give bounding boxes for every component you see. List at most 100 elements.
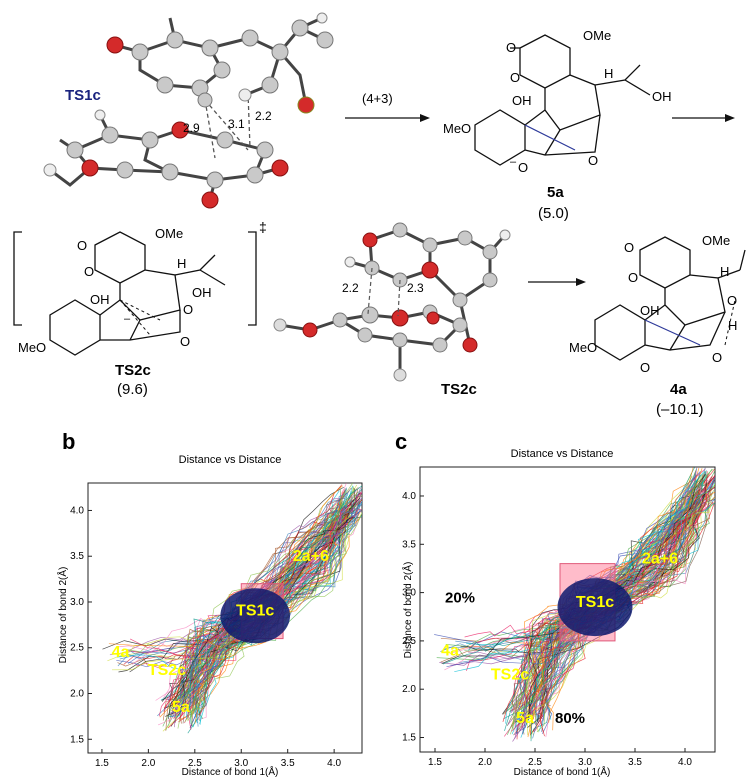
ts1c-label: TS1c (65, 87, 101, 104)
percentage-label: 80% (555, 710, 585, 727)
x-tick-label: 2.5 (188, 758, 202, 769)
panel-b-title: Distance vs Distance (179, 454, 282, 466)
5a-o-carbonyl: O (506, 40, 516, 55)
ts2c-3d-atoms (273, 222, 511, 382)
x-tick-label: 1.5 (428, 757, 442, 768)
x-tick-label: 3.5 (628, 757, 642, 768)
y-tick-label: 3.0 (70, 597, 84, 608)
5a-meo: MeO (443, 121, 471, 136)
ts2c-o-lower: O (180, 334, 190, 349)
bracket-right (248, 231, 257, 326)
y-tick-label: 2.0 (70, 689, 84, 700)
panel-b-xlabel: Distance of bond 1(Å) (182, 765, 279, 778)
region-label: TS1c (576, 594, 614, 611)
percentage-label: 20% (445, 589, 475, 606)
region-label: 5a (172, 699, 190, 716)
x-tick-label: 4.0 (327, 758, 341, 769)
x-tick-label: 2.0 (478, 757, 492, 768)
5a-h: H (604, 66, 613, 81)
y-tick-label: 1.5 (402, 733, 416, 744)
region-label: TS2c (148, 662, 186, 679)
5a-o-minus: O (518, 160, 528, 175)
x-tick-label: 1.5 (95, 758, 109, 769)
bracket-left (13, 231, 22, 326)
cmpd-4a-energy: (–10.1) (656, 401, 704, 418)
y-tick-label: 3.5 (402, 539, 416, 550)
ts2c-2d-label: TS2c (115, 362, 151, 379)
ts1c-atoms (43, 12, 334, 209)
cmpd-4a-label: 4a (670, 381, 687, 398)
4a-ome: OMe (702, 233, 730, 248)
panel-b-letter: b (62, 429, 75, 454)
5a-oh-chain: OH (652, 89, 672, 104)
panel-c-chart: c Distance vs Distance 1.5 2.0 2.5 3.0 3.5 4.… (395, 429, 716, 778)
panel-b-chart: b Distance vs Distance 1.5 2.0 2.5 3.0 3.5 4.… (56, 429, 363, 778)
x-tick-label: 3.0 (234, 758, 248, 769)
region-label: TS2c (491, 667, 529, 684)
region-label: TS1c (236, 603, 274, 620)
region-label: 2a+6 (293, 548, 329, 565)
ts2c-ome: OMe (155, 226, 183, 241)
4a-o-ring: O (628, 270, 638, 285)
panel-c-xlabel: Distance of bond 1(Å) (514, 765, 611, 778)
y-tick-label: 2.5 (402, 636, 416, 647)
region-label: 2a+6 (642, 551, 678, 568)
ts2c-oh-chain: OH (192, 285, 212, 300)
ts2c-3d-distance-b: 2.3 (407, 281, 424, 295)
y-tick-label: 1.5 (70, 734, 84, 745)
ts2c-3d-label: TS2c (441, 381, 477, 398)
y-tick-label: 4.0 (402, 491, 416, 502)
ts2c-2d-energy: (9.6) (117, 381, 148, 398)
ts2c-o-carbonyl: O (77, 238, 87, 253)
panel-c-letter: c (395, 429, 407, 454)
x-tick-label: 4.0 (678, 757, 692, 768)
ts2c-minus: – (124, 313, 131, 325)
panel-c-title: Distance vs Distance (511, 448, 614, 460)
y-tick-label: 4.0 (70, 505, 84, 516)
4a-o-carbonyl: O (624, 240, 634, 255)
4a-oh-ring: OH (640, 303, 660, 318)
ts2c-3d-model (279, 228, 507, 375)
cmpd-5a-energy: (5.0) (538, 205, 569, 222)
4a-o-hydroxyl: O (727, 293, 737, 308)
ts2c-o-upper: O (183, 302, 193, 317)
region-label: 4a (441, 642, 459, 659)
panel-c-ylabel: Distance of bond 2(Å) (401, 562, 414, 659)
y-tick-label: 3.0 (402, 588, 416, 599)
ts1c-cluster (557, 578, 633, 637)
ts1c-distance-c: 2.2 (255, 109, 272, 123)
step-label: (4+3) (362, 91, 393, 106)
panel-b-ylabel: Distance of bond 2(Å) (56, 567, 69, 664)
4a-h-top: H (720, 264, 729, 279)
x-tick-label: 3.5 (281, 758, 295, 769)
ts2c-2d-structure (49, 231, 226, 356)
trajectory-line (189, 485, 343, 698)
y-tick-label: 2.0 (402, 684, 416, 695)
ts2c-meo: MeO (18, 340, 46, 355)
ts2c-o-ring: O (84, 264, 94, 279)
ts2c-h: H (177, 256, 186, 271)
cmpd-4a-structure (594, 236, 746, 361)
panel-c-plot-area: 1.5 2.0 2.5 3.0 3.5 4.0 1.5 2.0 2.5 3.0 3.5 4.0 2a+6… (402, 466, 716, 768)
5a-ome: OMe (583, 28, 611, 43)
cmpd-5a-label: 5a (547, 184, 564, 201)
y-tick-label: 3.5 (70, 551, 84, 562)
reaction-scheme: TS1c 2.9 3.1 2.2 (4+3) O O OMe H OH OH M… (13, 12, 746, 418)
ts2c-oh-ring: OH (90, 292, 110, 307)
region-label: 5a (516, 710, 534, 727)
5a-o-ketone: O (588, 153, 598, 168)
x-tick-label: 2.0 (141, 758, 155, 769)
4a-meo: MeO (569, 340, 597, 355)
ts2c-3d-distance-a: 2.2 (342, 281, 359, 295)
cmpd-5a-structure (474, 34, 651, 166)
5a-oh-ring: OH (512, 93, 532, 108)
x-tick-label: 2.5 (528, 757, 542, 768)
x-tick-label: 3.0 (578, 757, 592, 768)
ts1c-distance-b: 3.1 (228, 117, 245, 131)
panel-b-plot-area: 1.5 2.0 2.5 3.0 3.5 4.0 1.5 2.0 2.5 3.0 3.5 4.0 2a+6… (70, 482, 363, 769)
5a-minus: – (510, 156, 517, 168)
y-tick-label: 2.5 (70, 643, 84, 654)
5a-o-ring: O (510, 70, 520, 85)
4a-o-minus: O (712, 350, 722, 365)
ts1c-cluster (220, 588, 291, 644)
